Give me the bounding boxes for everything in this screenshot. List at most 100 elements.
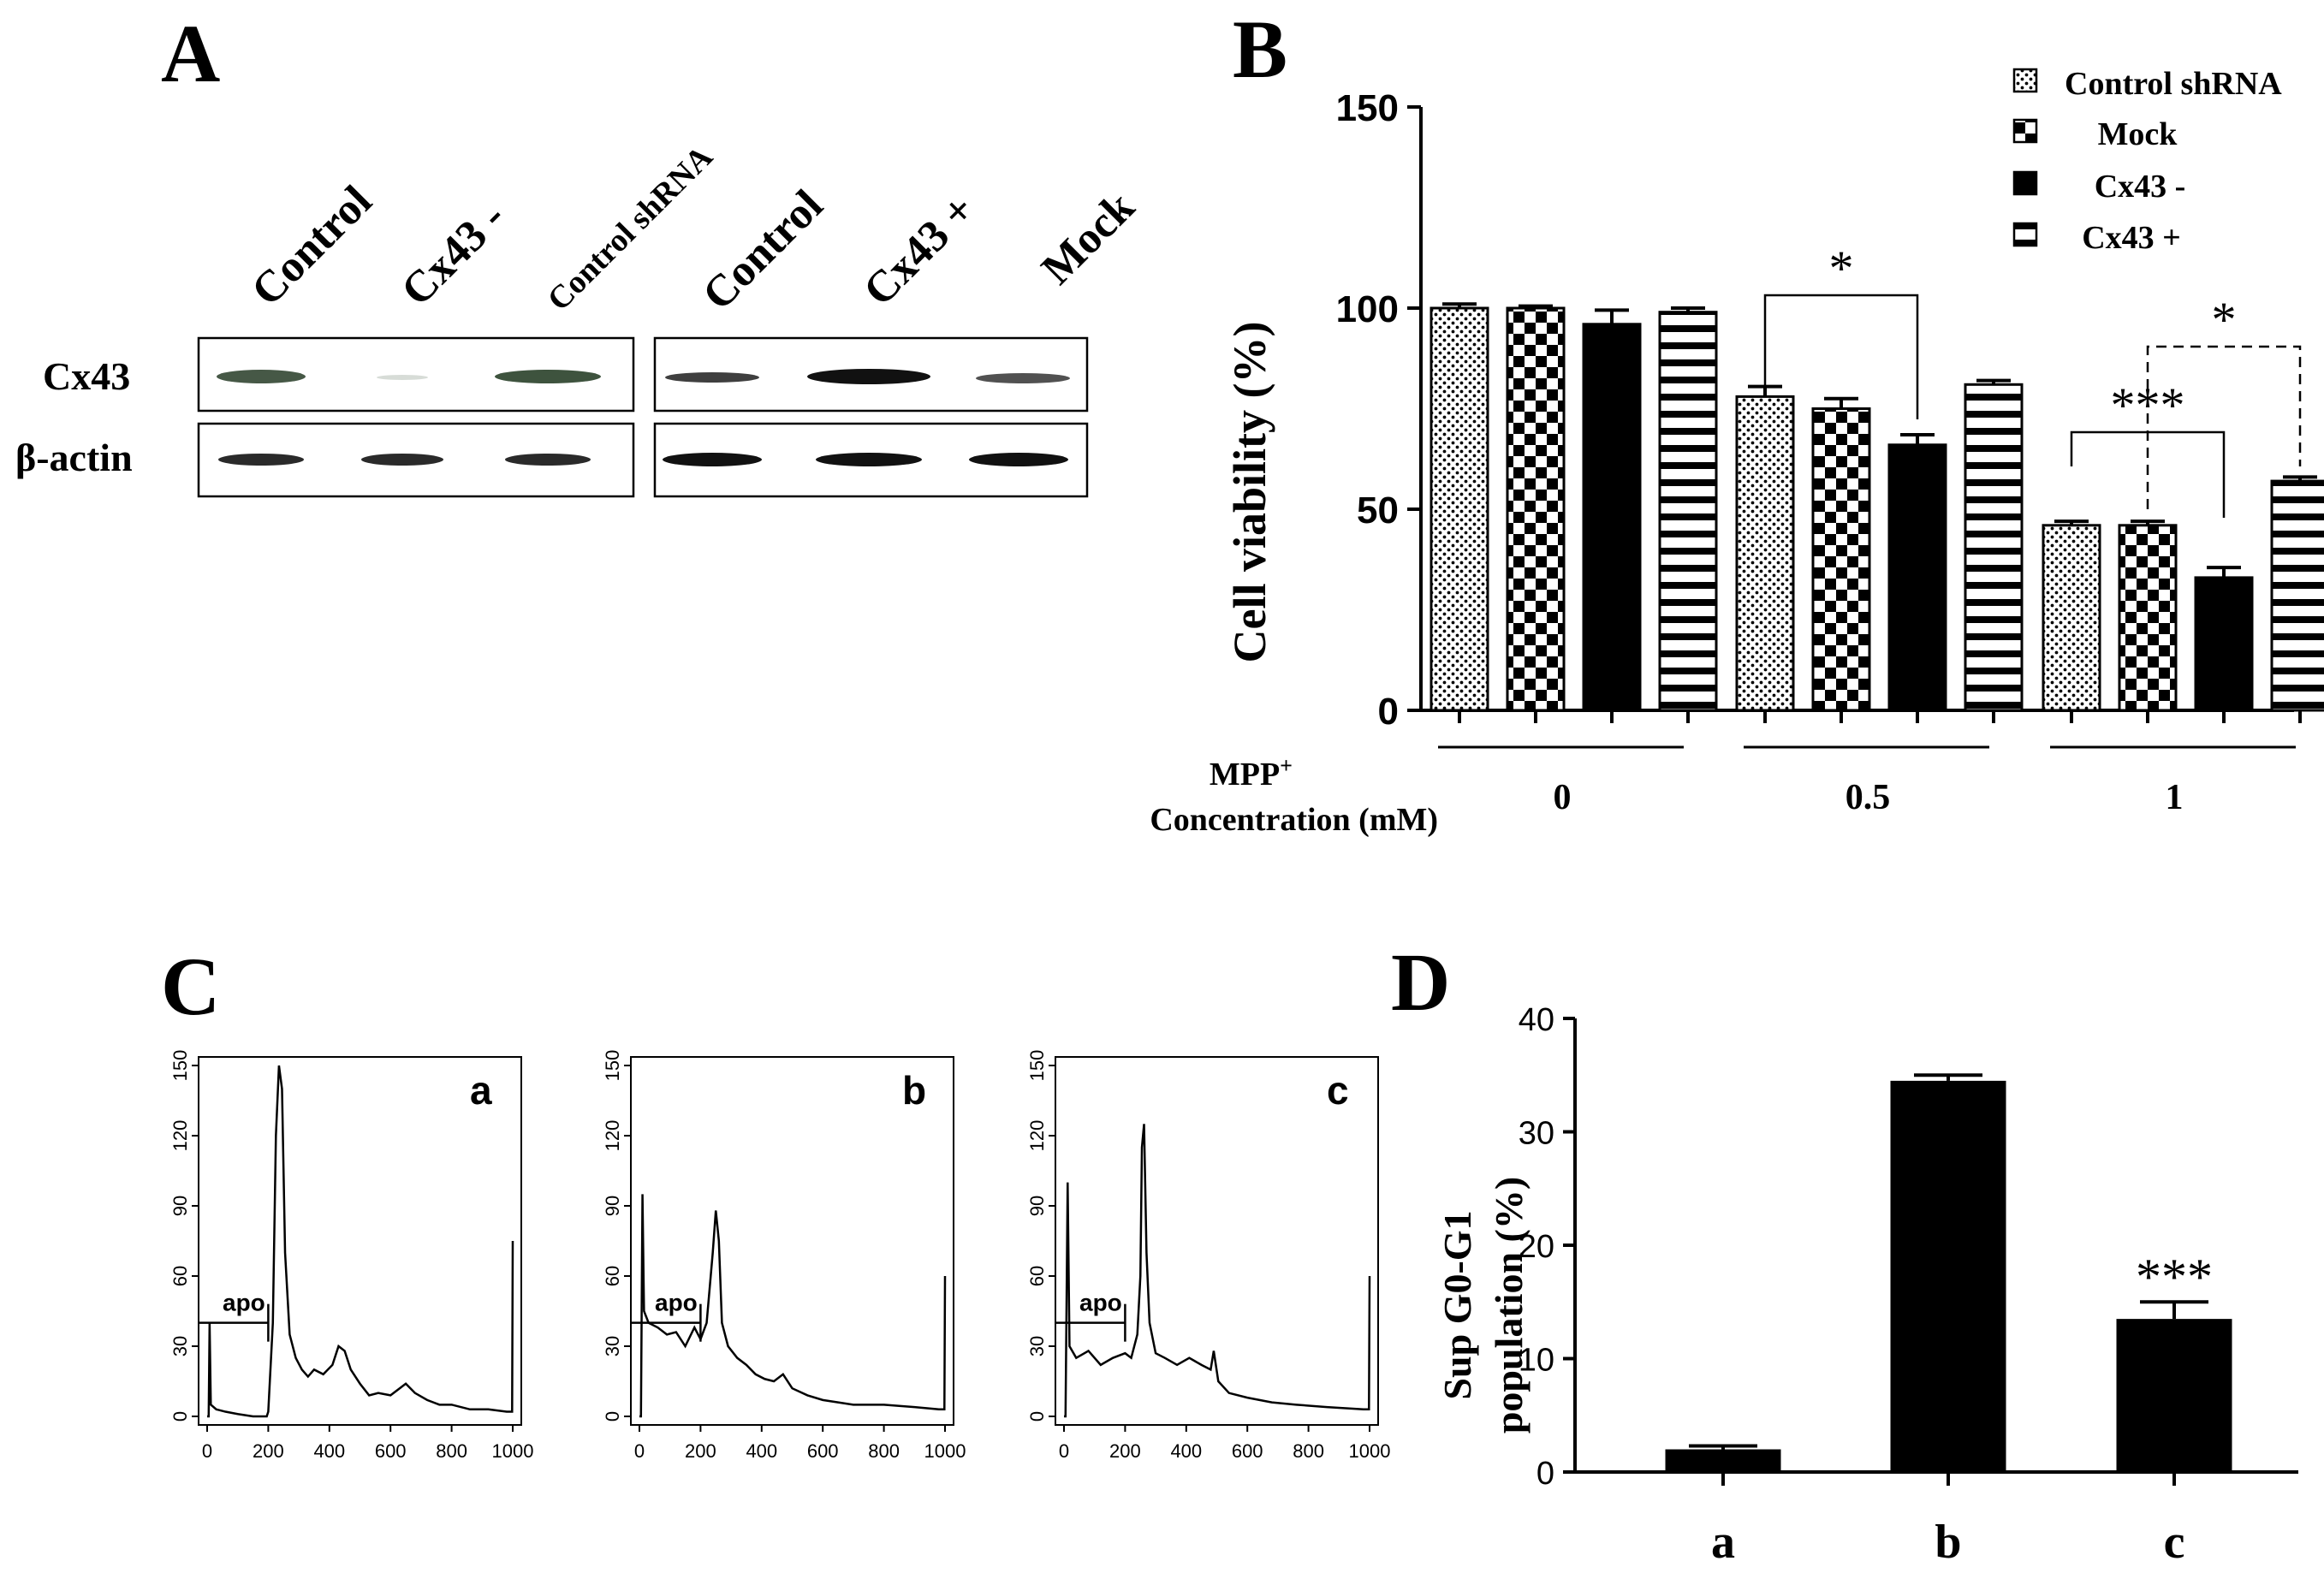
bar [1429, 306, 1489, 712]
lane-label-cx43-plus: Cx43 + [854, 185, 984, 315]
y-tick-label: 150 [602, 1050, 623, 1082]
bar [1890, 1080, 2006, 1472]
legend-swatch [2012, 118, 2038, 144]
y-tick-label: 0 [169, 1411, 191, 1422]
x-tick-label: 600 [1232, 1440, 1263, 1462]
bar [2270, 479, 2324, 712]
subpanel-label: a [470, 1068, 492, 1113]
y-tick-label: 0 [602, 1411, 623, 1422]
y-tick-label: 0 [1536, 1456, 1554, 1492]
band [663, 453, 762, 466]
histogram-a: 0 200 400 600 800 1000 0 30 60 90 120 150 apo a [169, 1050, 533, 1462]
bar [2042, 524, 2101, 712]
histogram-b: 0 200 400 600 800 1000 0 30 60 90 120 150 apo b [602, 1050, 966, 1462]
histogram-trace [1064, 1124, 1371, 1418]
histogram-trace [207, 1065, 514, 1418]
y-tick-label: 120 [1026, 1120, 1048, 1152]
x-tick-label: 0 [634, 1440, 645, 1462]
band [505, 454, 591, 466]
y-tick-label: 60 [602, 1266, 623, 1286]
y-tick-label: 10 [1519, 1343, 1554, 1379]
lane-label-control-2: Control [693, 181, 832, 319]
ylabel-b: Cell viability (%) [1224, 322, 1275, 663]
bar [1582, 323, 1642, 712]
y-tick-label: 30 [169, 1336, 191, 1356]
xlabel-b-line2: Concentration (mM) [1150, 802, 1438, 838]
panel-b: B Cell viability (%) MPP+ Concentration … [1150, 3, 2324, 838]
legend-swatch [2012, 170, 2038, 196]
x-tick-label: 0 [1059, 1440, 1069, 1462]
x-tick-label: 1000 [492, 1440, 534, 1462]
y-tick-label: 120 [602, 1120, 623, 1152]
y-tick-label: 50 [1357, 490, 1399, 531]
bar [1964, 383, 2024, 712]
y-tick-label: 30 [602, 1336, 623, 1356]
x-tick-label: 800 [1293, 1440, 1324, 1462]
y-tick-label: 0 [1026, 1411, 1048, 1422]
group-label: 1 [2166, 778, 2184, 817]
y-tick-label: 90 [602, 1196, 623, 1216]
lane-label-control-shrna: Control shRNA [541, 139, 720, 318]
x-tick-label: 800 [868, 1440, 900, 1462]
subpanel-label: c [1327, 1068, 1349, 1113]
band [377, 375, 428, 380]
bar [1658, 311, 1718, 712]
legend-label: Mock [2098, 116, 2178, 152]
x-tick-label: 1000 [1349, 1440, 1391, 1462]
lane-label-cx43-minus: Cx43 - [392, 193, 514, 315]
x-tick-label: 600 [375, 1440, 407, 1462]
legend-swatch [2012, 68, 2038, 93]
y-tick-label: 90 [169, 1196, 191, 1216]
annotations-b: ***** [1763, 240, 2302, 518]
panel-label-b: B [1233, 3, 1287, 95]
plot-frame [198, 1056, 522, 1426]
bar [2116, 1319, 2232, 1472]
band [361, 454, 443, 466]
band [969, 453, 1068, 466]
y-tick-label: 150 [1336, 87, 1399, 129]
band [976, 373, 1070, 383]
lane-label-control-1: Control [242, 176, 381, 315]
band [665, 372, 759, 383]
legend-label: Cx43 - [2095, 169, 2186, 205]
significance-stars: *** [2136, 1249, 2213, 1305]
ylabel-d-line1: Sup G0-G1 [1435, 1210, 1479, 1399]
y-tick-label: 150 [1026, 1050, 1048, 1082]
y-tick-label: 0 [1378, 691, 1399, 733]
y-tick-label: 150 [169, 1050, 191, 1082]
bar [1665, 1449, 1781, 1472]
y-tick-label: 30 [1026, 1336, 1048, 1356]
bar [1887, 443, 1947, 712]
panel-label-d: D [1391, 936, 1450, 1028]
x-tick-label: 400 [1170, 1440, 1202, 1462]
y-tick-label: 30 [1519, 1116, 1554, 1152]
x-tick-label: a [1711, 1516, 1735, 1569]
group-label: 0 [1554, 778, 1572, 817]
legend-swatch [2012, 222, 2038, 247]
y-tick-label: 40 [1519, 1002, 1554, 1038]
panel-label-c: C [161, 941, 220, 1032]
bar [1735, 395, 1795, 712]
x-tick-label: 400 [313, 1440, 345, 1462]
panel-label-a: A [161, 8, 220, 99]
lane-label-mock: Mock [1032, 182, 1144, 294]
x-tick-label: 0 [202, 1440, 212, 1462]
significance-stars: * [1829, 240, 1854, 296]
x-tick-label: 200 [253, 1440, 284, 1462]
axes-b: 0 50 100 150 0 0.5 1 [1336, 87, 2302, 817]
y-tick-label: 60 [1026, 1266, 1048, 1286]
gate-label: apo [223, 1290, 265, 1316]
bar [1811, 407, 1871, 712]
annotations-d: *** [2136, 1249, 2213, 1305]
plot-frame [630, 1056, 954, 1426]
band [807, 369, 930, 384]
y-tick-label: 90 [1026, 1196, 1048, 1216]
ylabel-d-line2: population (%) [1487, 1177, 1531, 1434]
x-tick-label: 200 [1109, 1440, 1141, 1462]
gate-label: apo [655, 1290, 698, 1316]
band [816, 453, 922, 466]
bars-b [1429, 302, 2324, 712]
